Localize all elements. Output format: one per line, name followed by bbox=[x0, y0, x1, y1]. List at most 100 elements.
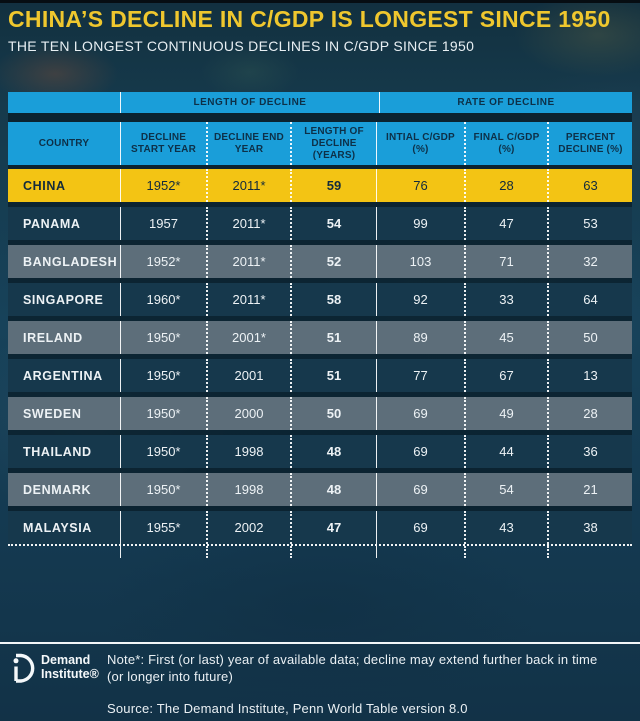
start-year-cell: 1950* bbox=[120, 473, 206, 506]
end-year-cell: 2001* bbox=[206, 321, 290, 354]
initial-cgdp-cell: 69 bbox=[376, 397, 464, 430]
group-header-row: LENGTH OF DECLINE RATE OF DECLINE bbox=[8, 92, 632, 113]
country-cell: THAILAND bbox=[23, 444, 92, 459]
end-year-cell: 2002 bbox=[206, 511, 290, 544]
column-header-start-year: DECLINE START YEAR bbox=[120, 122, 206, 165]
percent-decline-cell: 32 bbox=[547, 245, 632, 278]
group-header-length-label: LENGTH OF DECLINE bbox=[193, 97, 307, 108]
initial-cgdp-cell: 99 bbox=[376, 207, 464, 240]
page-title: CHINA’S DECLINE IN C/GDP IS LONGEST SINC… bbox=[8, 6, 611, 32]
final-cgdp-cell: 45 bbox=[464, 321, 547, 354]
start-year-cell: 1952* bbox=[120, 169, 206, 202]
country-cell: SINGAPORE bbox=[23, 292, 104, 307]
start-year-cell: 1950* bbox=[120, 321, 206, 354]
table-row-argentina: ARGENTINA 1950* 2001 51 77 67 13 bbox=[8, 359, 632, 392]
table-row-bangladesh: BANGLADESH 1952* 2011* 52 103 71 32 bbox=[8, 245, 632, 278]
footer-divider bbox=[0, 642, 640, 644]
end-year-cell: 2011* bbox=[206, 207, 290, 240]
final-cgdp-cell: 49 bbox=[464, 397, 547, 430]
country-cell: ARGENTINA bbox=[23, 368, 103, 383]
initial-cgdp-cell: 92 bbox=[376, 283, 464, 316]
length-cell: 58 bbox=[290, 283, 376, 316]
footnotes: Note*: First (or last) year of available… bbox=[107, 652, 597, 718]
length-cell: 50 bbox=[290, 397, 376, 430]
final-cgdp-cell: 54 bbox=[464, 473, 547, 506]
brand-line-1: Demand bbox=[41, 653, 91, 667]
final-cgdp-cell: 71 bbox=[464, 245, 547, 278]
brand-line-2: Institute® bbox=[41, 666, 99, 681]
end-year-cell: 2011* bbox=[206, 245, 290, 278]
group-header-rate-label: RATE OF DECLINE bbox=[457, 97, 555, 108]
stub-cell bbox=[376, 546, 464, 558]
country-cell: SWEDEN bbox=[23, 406, 82, 421]
initial-cgdp-cell: 103 bbox=[376, 245, 464, 278]
final-cgdp-cell: 47 bbox=[464, 207, 547, 240]
percent-decline-cell: 38 bbox=[547, 511, 632, 544]
end-year-cell: 2011* bbox=[206, 169, 290, 202]
percent-decline-cell: 21 bbox=[547, 473, 632, 506]
group-header-rate: RATE OF DECLINE bbox=[379, 92, 632, 113]
column-header-length: LENGTH OF DECLINE (YEARS) bbox=[290, 122, 376, 165]
end-year-cell: 1998 bbox=[206, 473, 290, 506]
country-cell: CHINA bbox=[23, 178, 66, 193]
final-cgdp-cell: 28 bbox=[464, 169, 547, 202]
initial-cgdp-cell: 69 bbox=[376, 435, 464, 468]
percent-decline-cell: 13 bbox=[547, 359, 632, 392]
end-year-cell: 1998 bbox=[206, 435, 290, 468]
initial-cgdp-cell: 69 bbox=[376, 511, 464, 544]
percent-decline-cell: 64 bbox=[547, 283, 632, 316]
percent-decline-cell: 28 bbox=[547, 397, 632, 430]
final-cgdp-cell: 33 bbox=[464, 283, 547, 316]
initial-cgdp-cell: 89 bbox=[376, 321, 464, 354]
initial-cgdp-cell: 77 bbox=[376, 359, 464, 392]
country-cell: BANGLADESH bbox=[23, 254, 118, 269]
table-row-china: CHINA 1952* 2011* 59 76 28 63 bbox=[8, 169, 632, 202]
group-header-length: LENGTH OF DECLINE bbox=[120, 92, 379, 113]
table-row-panama: PANAMA 1957 2011* 54 99 47 53 bbox=[8, 207, 632, 240]
length-cell: 59 bbox=[290, 169, 376, 202]
length-cell: 48 bbox=[290, 435, 376, 468]
source-text: Source: The Demand Institute, Penn World… bbox=[107, 700, 468, 716]
table-row-ireland: IRELAND 1950* 2001* 51 89 45 50 bbox=[8, 321, 632, 354]
footnote-line-2: (or longer into future) bbox=[107, 668, 233, 684]
column-header-country: COUNTRY bbox=[8, 122, 120, 165]
length-cell: 47 bbox=[290, 511, 376, 544]
column-header-end-year: DECLINE END YEAR bbox=[206, 122, 290, 165]
table-row-singapore: SINGAPORE 1960* 2011* 58 92 33 64 bbox=[8, 283, 632, 316]
table-row-malaysia: MALAYSIA 1955* 2002 47 69 43 38 bbox=[8, 511, 632, 544]
start-year-cell: 1950* bbox=[120, 359, 206, 392]
length-cell: 48 bbox=[290, 473, 376, 506]
percent-decline-cell: 50 bbox=[547, 321, 632, 354]
percent-decline-cell: 53 bbox=[547, 207, 632, 240]
start-year-cell: 1950* bbox=[120, 435, 206, 468]
start-year-cell: 1955* bbox=[120, 511, 206, 544]
end-year-cell: 2011* bbox=[206, 283, 290, 316]
final-cgdp-cell: 67 bbox=[464, 359, 547, 392]
table-row-sweden: SWEDEN 1950* 2000 50 69 49 28 bbox=[8, 397, 632, 430]
column-header-percent-decline: PERCENT DECLINE (%) bbox=[547, 122, 632, 165]
top-border-strip bbox=[0, 0, 640, 3]
stub-cell bbox=[206, 546, 290, 558]
initial-cgdp-cell: 76 bbox=[376, 169, 464, 202]
column-header-row: COUNTRY DECLINE START YEAR DECLINE END Y… bbox=[8, 122, 632, 165]
demand-institute-brand: Demand Institute® bbox=[10, 652, 107, 689]
start-year-cell: 1960* bbox=[120, 283, 206, 316]
country-cell: PANAMA bbox=[23, 216, 81, 231]
percent-decline-cell: 63 bbox=[547, 169, 632, 202]
initial-cgdp-cell: 69 bbox=[376, 473, 464, 506]
end-year-cell: 2001 bbox=[206, 359, 290, 392]
country-cell: DENMARK bbox=[23, 482, 92, 497]
group-header-spacer bbox=[8, 92, 120, 113]
final-cgdp-cell: 44 bbox=[464, 435, 547, 468]
stub-cell bbox=[290, 546, 376, 558]
country-cell: MALAYSIA bbox=[23, 520, 92, 535]
percent-decline-cell: 36 bbox=[547, 435, 632, 468]
footnote-line-1: Note*: First (or last) year of available… bbox=[107, 652, 598, 667]
length-cell: 51 bbox=[290, 321, 376, 354]
demand-institute-logo-icon bbox=[10, 652, 35, 689]
stub-cell bbox=[464, 546, 547, 558]
column-header-initial-cgdp: INTIAL C/GDP (%) bbox=[376, 122, 464, 165]
start-year-cell: 1957 bbox=[120, 207, 206, 240]
start-year-cell: 1950* bbox=[120, 397, 206, 430]
